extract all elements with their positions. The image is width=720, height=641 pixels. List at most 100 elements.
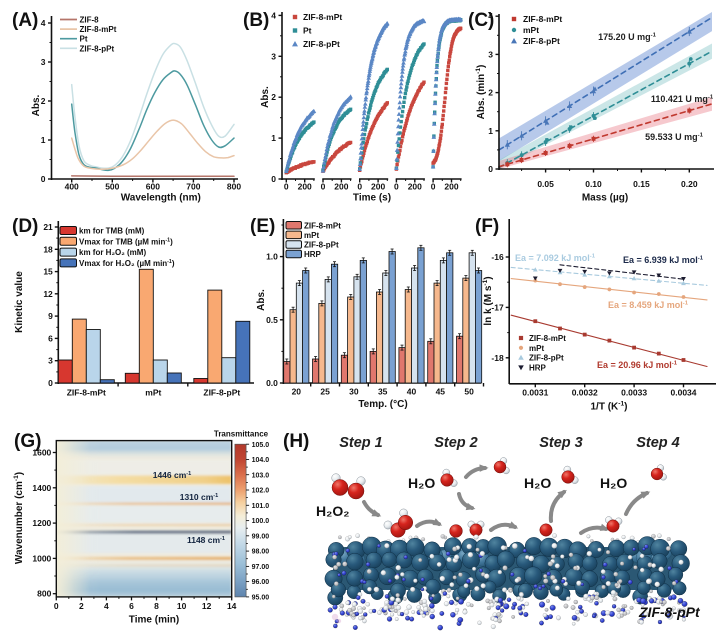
svg-text:0: 0: [431, 182, 436, 192]
svg-text:(H): (H): [283, 431, 309, 452]
svg-text:ZIF-8-pPt: ZIF-8-pPt: [203, 388, 240, 398]
svg-text:0: 0: [394, 182, 399, 192]
svg-text:2: 2: [41, 96, 46, 106]
svg-text:ZIF-8-pPt: ZIF-8-pPt: [303, 39, 340, 49]
svg-text:ZIF-8-mPt: ZIF-8-mPt: [523, 14, 562, 24]
svg-text:200: 200: [298, 182, 312, 192]
svg-text:110.421 U mg-1: 110.421 U mg-1: [651, 94, 714, 104]
svg-text:50: 50: [464, 387, 474, 397]
svg-text:ZIF-8-pPt: ZIF-8-pPt: [638, 604, 701, 620]
svg-text:ZIF-8-mPt: ZIF-8-mPt: [303, 12, 342, 22]
svg-text:95.00: 95.00: [252, 595, 270, 602]
svg-text:40: 40: [407, 387, 417, 397]
svg-text:6: 6: [129, 601, 134, 611]
svg-text:km for H₂O₂ (mM): km for H₂O₂ (mM): [79, 248, 146, 257]
svg-text:175.20 U mg-1: 175.20 U mg-1: [598, 32, 656, 42]
svg-text:0.15: 0.15: [633, 179, 650, 189]
svg-text:0.0032: 0.0032: [572, 388, 598, 398]
svg-text:25: 25: [320, 387, 330, 397]
svg-text:ZIF-8-pPt: ZIF-8-pPt: [304, 241, 339, 250]
svg-text:-18: -18: [491, 353, 504, 363]
svg-text:H₂O: H₂O: [600, 475, 627, 491]
svg-text:0.20: 0.20: [681, 179, 698, 189]
svg-text:ZIF-8: ZIF-8: [80, 16, 100, 25]
svg-text:1310 cm-1: 1310 cm-1: [180, 492, 219, 502]
svg-text:200: 200: [334, 182, 348, 192]
svg-text:Abs.: Abs.: [31, 94, 42, 116]
svg-text:H₂O₂: H₂O₂: [316, 503, 349, 519]
svg-text:1000: 1000: [32, 553, 51, 563]
svg-text:100.0: 100.0: [252, 518, 270, 525]
svg-text:Step 3: Step 3: [539, 435, 583, 451]
svg-text:35: 35: [378, 387, 388, 397]
svg-text:0.0: 0.0: [266, 378, 278, 388]
svg-text:97.00: 97.00: [252, 564, 270, 571]
svg-text:Ea = 7.092 kJ mol-1: Ea = 7.092 kJ mol-1: [515, 253, 596, 263]
svg-text:0: 0: [357, 182, 362, 192]
svg-text:104.0: 104.0: [252, 457, 270, 464]
svg-text:Ea = 6.939 kJ mol-1: Ea = 6.939 kJ mol-1: [623, 255, 704, 265]
svg-text:2: 2: [488, 88, 493, 98]
svg-text:400: 400: [65, 182, 79, 192]
svg-text:3: 3: [48, 356, 53, 366]
svg-text:mPt: mPt: [145, 388, 161, 398]
svg-text:-16: -16: [491, 252, 504, 262]
svg-text:(E): (E): [250, 216, 275, 237]
svg-text:3: 3: [271, 51, 276, 61]
svg-text:Abs. (min-1): Abs. (min-1): [475, 65, 487, 120]
svg-text:km for TMB (mM): km for TMB (mM): [79, 227, 145, 236]
svg-text:0: 0: [54, 601, 59, 611]
svg-text:0.05: 0.05: [537, 179, 554, 189]
svg-text:Ea = 8.459 kJ mol-1: Ea = 8.459 kJ mol-1: [608, 300, 689, 310]
svg-text:4: 4: [488, 11, 493, 21]
svg-text:H₂O: H₂O: [524, 475, 551, 491]
svg-text:Pt: Pt: [303, 26, 312, 36]
svg-text:(G): (G): [14, 431, 41, 452]
svg-text:ZIF-8-pPt: ZIF-8-pPt: [529, 354, 564, 363]
svg-text:0.0031: 0.0031: [522, 388, 548, 398]
svg-text:ZIF-8-mPt: ZIF-8-mPt: [304, 221, 341, 230]
svg-text:9: 9: [48, 311, 53, 321]
svg-text:1: 1: [488, 126, 493, 136]
svg-text:3: 3: [488, 49, 493, 59]
svg-text:Vmax for H₂O₂ (µM min-1): Vmax for H₂O₂ (µM min-1): [79, 259, 175, 268]
svg-text:21: 21: [43, 222, 53, 232]
svg-text:Step 2: Step 2: [434, 435, 478, 451]
svg-text:Abs.: Abs.: [260, 86, 271, 108]
svg-text:0.0033: 0.0033: [621, 388, 647, 398]
svg-text:1: 1: [41, 135, 46, 145]
svg-text:Kinetic value: Kinetic value: [14, 271, 25, 333]
svg-text:Pt: Pt: [80, 35, 88, 44]
svg-text:99.00: 99.00: [252, 533, 270, 540]
svg-text:4: 4: [41, 18, 46, 28]
svg-text:Wavelength (nm): Wavelength (nm): [121, 193, 201, 204]
svg-text:(B): (B): [243, 10, 269, 31]
svg-text:Transmittance: Transmittance: [214, 430, 269, 439]
svg-text:0: 0: [48, 378, 53, 388]
svg-text:4: 4: [104, 601, 109, 611]
svg-text:12: 12: [202, 601, 212, 611]
svg-text:Abs.: Abs.: [256, 289, 267, 311]
svg-text:200: 200: [444, 182, 458, 192]
svg-text:ln k (M s-1): ln k (M s-1): [482, 276, 494, 325]
svg-text:2: 2: [79, 601, 84, 611]
svg-text:(C): (C): [468, 10, 494, 31]
svg-text:1/T (K-1): 1/T (K-1): [591, 401, 628, 413]
svg-text:ZIF-8-mPt: ZIF-8-mPt: [529, 334, 566, 343]
svg-text:H₂O: H₂O: [408, 475, 435, 491]
svg-text:Vmax for TMB (µM min-1): Vmax for TMB (µM min-1): [79, 237, 173, 246]
svg-text:800: 800: [227, 182, 241, 192]
svg-text:(A): (A): [12, 10, 38, 31]
svg-text:Time (s): Time (s): [353, 193, 391, 204]
svg-text:0.5: 0.5: [266, 315, 278, 325]
svg-text:HRP: HRP: [529, 363, 547, 372]
svg-text:101.0: 101.0: [252, 503, 270, 510]
svg-text:1446 cm-1: 1446 cm-1: [153, 470, 192, 480]
svg-text:Temp. (°C): Temp. (°C): [358, 399, 407, 410]
svg-text:1200: 1200: [32, 518, 51, 528]
svg-text:ZIF-8-mPt: ZIF-8-mPt: [80, 25, 117, 34]
svg-text:700: 700: [186, 182, 200, 192]
svg-text:59.533 U mg-1: 59.533 U mg-1: [645, 132, 703, 142]
svg-text:3: 3: [41, 57, 46, 67]
svg-text:18: 18: [43, 244, 53, 254]
